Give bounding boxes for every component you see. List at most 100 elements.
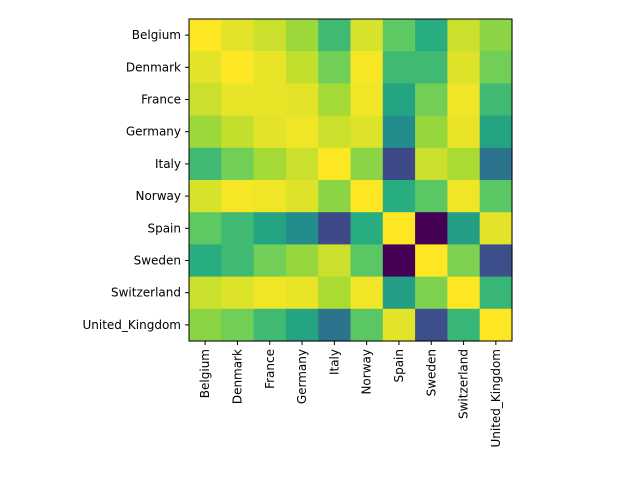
heatmap-cell [221, 180, 255, 213]
x-tick-label: United_Kingdom [489, 349, 503, 448]
heatmap-cell [415, 308, 448, 342]
heatmap-cell [189, 83, 222, 117]
heatmap-cell [382, 308, 416, 342]
heatmap-cell [318, 115, 352, 149]
heatmap-cell [189, 19, 222, 52]
heatmap-cell [350, 83, 384, 117]
heatmap-cell [415, 212, 448, 245]
heatmap-cell [415, 180, 448, 213]
heatmap-cell [221, 244, 255, 278]
heatmap-cell [285, 180, 319, 213]
heatmap-cell [447, 244, 481, 278]
heatmap-cell [447, 83, 481, 117]
heatmap-cell [285, 147, 319, 181]
heatmap-cell [447, 19, 481, 52]
heatmap-cell [350, 276, 384, 310]
y-tick-label: Germany [126, 125, 181, 139]
heatmap-cell [189, 276, 222, 310]
heatmap-cell [447, 51, 481, 84]
heatmap-cell [221, 19, 255, 52]
heatmap-cell [318, 180, 352, 213]
heatmap-cell [221, 212, 255, 245]
heatmap-cell [285, 212, 319, 245]
heatmap-cell [382, 19, 416, 52]
heatmap-cell [189, 180, 222, 213]
heatmap-cell [285, 19, 319, 52]
heatmap-cell [382, 244, 416, 278]
y-tick-label: Sweden [134, 254, 181, 268]
heatmap-cell [221, 276, 255, 310]
y-tick-label: Italy [155, 157, 181, 171]
heatmap-cell [382, 180, 416, 213]
heatmap-cell [221, 308, 255, 342]
heatmap-cell [415, 51, 448, 84]
y-tick-label: Spain [147, 221, 181, 235]
heatmap-cell [382, 212, 416, 245]
heatmap-cell [382, 147, 416, 181]
heatmap-cell [350, 147, 384, 181]
heatmap-cell [318, 83, 352, 117]
heatmap-cell [221, 147, 255, 181]
heatmap-cell [350, 212, 384, 245]
heatmap-cell [189, 51, 222, 84]
heatmap-cell [479, 308, 513, 342]
heatmap-cell [447, 212, 481, 245]
heatmap-cell [189, 308, 222, 342]
heatmap-cell [189, 147, 222, 181]
heatmap-cell [415, 19, 448, 52]
heatmap-cell [350, 308, 384, 342]
y-axis-ticks: Belgium Denmark France Germany Italy Norway Sp… [82, 28, 189, 332]
y-tick-label: Belgium [132, 28, 181, 42]
heatmap-cell [221, 115, 255, 149]
y-tick-label: Switzerland [111, 286, 181, 300]
heatmap-cell [285, 276, 319, 310]
x-axis-ticks: Belgium Denmark France Germany Italy Norway Sp… [198, 341, 503, 448]
heatmap-cell [350, 180, 384, 213]
heatmap-cell [285, 244, 319, 278]
heatmap-cell [382, 83, 416, 117]
heatmap-cell [253, 244, 287, 278]
heatmap-cell [189, 115, 222, 149]
heatmap-cell [318, 276, 352, 310]
y-tick-label: France [141, 93, 181, 107]
heatmap-cell [318, 147, 352, 181]
heatmap-cell [253, 147, 287, 181]
heatmap-cell [318, 19, 352, 52]
heatmap-cell [479, 147, 513, 181]
heatmap-cell [221, 51, 255, 84]
heatmap-cell [447, 180, 481, 213]
heatmap-cell [415, 276, 448, 310]
heatmap-cell [350, 244, 384, 278]
heatmap-cell [318, 308, 352, 342]
heatmap-cell [285, 115, 319, 149]
x-tick-label: Spain [392, 349, 406, 383]
heatmap-cell [350, 19, 384, 52]
heatmap-cell [447, 276, 481, 310]
heatmap-cell [415, 244, 448, 278]
heatmap-cell [479, 276, 513, 310]
x-tick-label: Switzerland [457, 349, 471, 419]
heatmap-cell [415, 83, 448, 117]
x-tick-label: France [263, 349, 277, 389]
heatmap-cell [382, 115, 416, 149]
heatmap-cell [318, 51, 352, 84]
x-tick-label: Belgium [198, 349, 212, 398]
heatmap-cell [479, 115, 513, 149]
heatmap-cell [479, 51, 513, 84]
axes-frame [188, 18, 513, 342]
x-tick-label: Denmark [230, 349, 244, 404]
x-tick-label: Sweden [424, 349, 438, 396]
heatmap-cell [382, 51, 416, 84]
heatmap-cell [318, 212, 352, 245]
heatmap-cell [253, 115, 287, 149]
heatmap-cell [189, 244, 222, 278]
heatmap-cell [479, 212, 513, 245]
heatmap-cell [253, 308, 287, 342]
x-tick-label: Norway [360, 349, 374, 395]
heatmap-cell [318, 244, 352, 278]
heatmap-cell [253, 83, 287, 117]
heatmap-cell [253, 180, 287, 213]
x-tick-label: Germany [295, 349, 309, 404]
y-tick-label: Norway [135, 189, 181, 203]
